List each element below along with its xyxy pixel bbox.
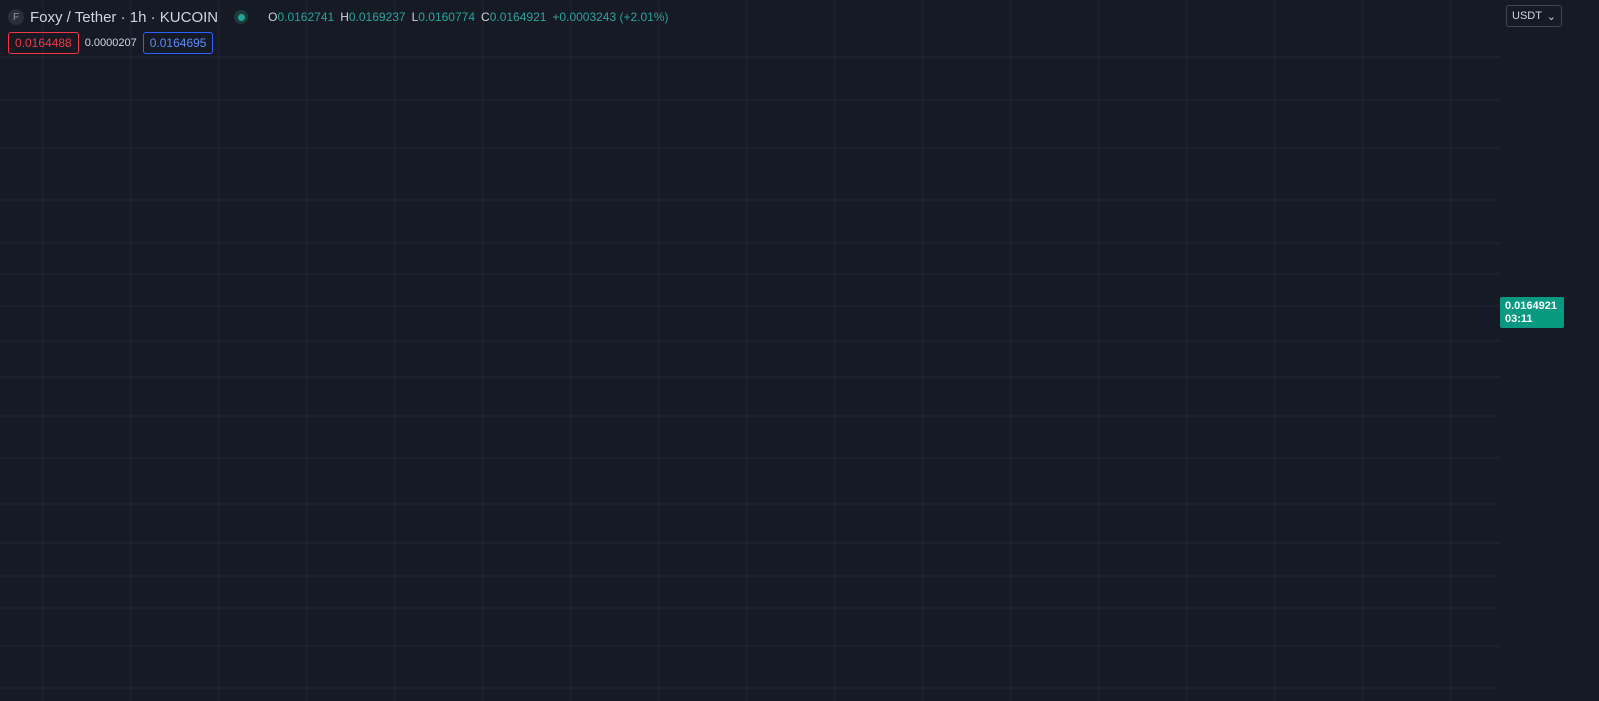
- quote-panel: 0.0164488 0.0000207 0.0164695: [8, 32, 214, 54]
- countdown-value: 03:11: [1505, 312, 1533, 325]
- last-price-tag: 0.0164921 03:11: [1500, 297, 1564, 328]
- currency-selector[interactable]: USDT ⌄: [1506, 5, 1562, 27]
- buy-price-button[interactable]: 0.0164695: [142, 32, 214, 54]
- symbol-title[interactable]: Foxy / Tether · 1h · KUCOIN: [30, 8, 219, 26]
- ohlc-values: O0.0162741 H0.0169237 L0.0160774 C0.0164…: [268, 10, 668, 24]
- chart-header: F Foxy / Tether · 1h · KUCOIN O0.0162741…: [8, 6, 669, 28]
- market-status-icon[interactable]: [234, 10, 249, 24]
- last-price-value: 0.0164921: [1505, 299, 1557, 312]
- high-label: H: [340, 10, 349, 24]
- open-value: 0.0162741: [277, 10, 335, 24]
- low-value: 0.0160774: [418, 10, 476, 24]
- low-label: L: [411, 10, 419, 24]
- chevron-down-icon: ⌄: [1546, 10, 1556, 23]
- close-value: 0.0164921: [489, 10, 547, 24]
- sell-price-button[interactable]: 0.0164488: [8, 32, 79, 54]
- symbol-icon[interactable]: F: [8, 9, 24, 25]
- spread-value: 0.0000207: [84, 37, 137, 49]
- open-label: O: [268, 10, 278, 24]
- change-value: +0.0003243 (+2.01%): [552, 10, 669, 24]
- high-value: 0.0169237: [348, 10, 406, 24]
- close-label: C: [481, 10, 490, 24]
- currency-value: USDT: [1512, 10, 1542, 22]
- chart-grid: [0, 0, 1500, 701]
